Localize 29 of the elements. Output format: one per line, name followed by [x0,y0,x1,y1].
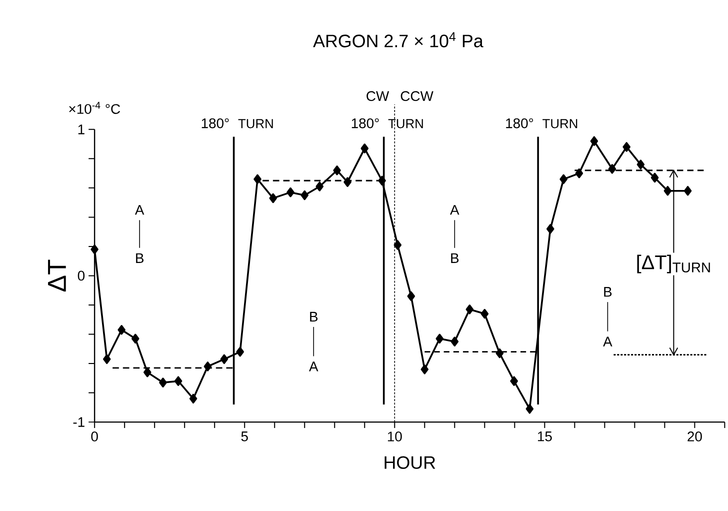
annotation: B [310,312,318,322]
x-axis-title: HOUR [384,456,436,470]
x-tick-label: 10 [388,432,402,442]
y-tick-label: -1 [73,417,84,428]
y-axis-title: ΔT [48,260,66,292]
x-tick-label: 20 [688,432,702,442]
x-tick-label: 5 [241,432,248,442]
annotation: B [604,287,612,297]
text: 180° [352,118,379,128]
ref-line-label: TURN [542,119,578,128]
text: CW [366,91,390,102]
text: CCW [400,91,434,102]
annotation: B [136,254,144,264]
annotation: A [134,205,144,215]
ref-line-label: TURN [388,119,423,128]
annotation: B [451,254,459,264]
ref-line-label: TURN [238,119,273,128]
text: ×10$^{-4}$ °C [69,102,120,114]
x-tick-label: 0 [91,432,98,442]
annotation: A [603,336,612,347]
text: 180° [506,118,534,128]
x-tick-label: 15 [538,432,552,442]
annotation: A [308,362,318,372]
annotation: [ΔT]$_{TURN}$ [637,254,710,274]
annotation: A [450,205,460,215]
y-tick-label: 1 [78,124,84,134]
text: 180° [202,118,229,128]
y-tick-label: 0 [78,270,85,281]
chart-title: ARGON 2.7 × 10$^{4}$ Pa [313,32,484,48]
